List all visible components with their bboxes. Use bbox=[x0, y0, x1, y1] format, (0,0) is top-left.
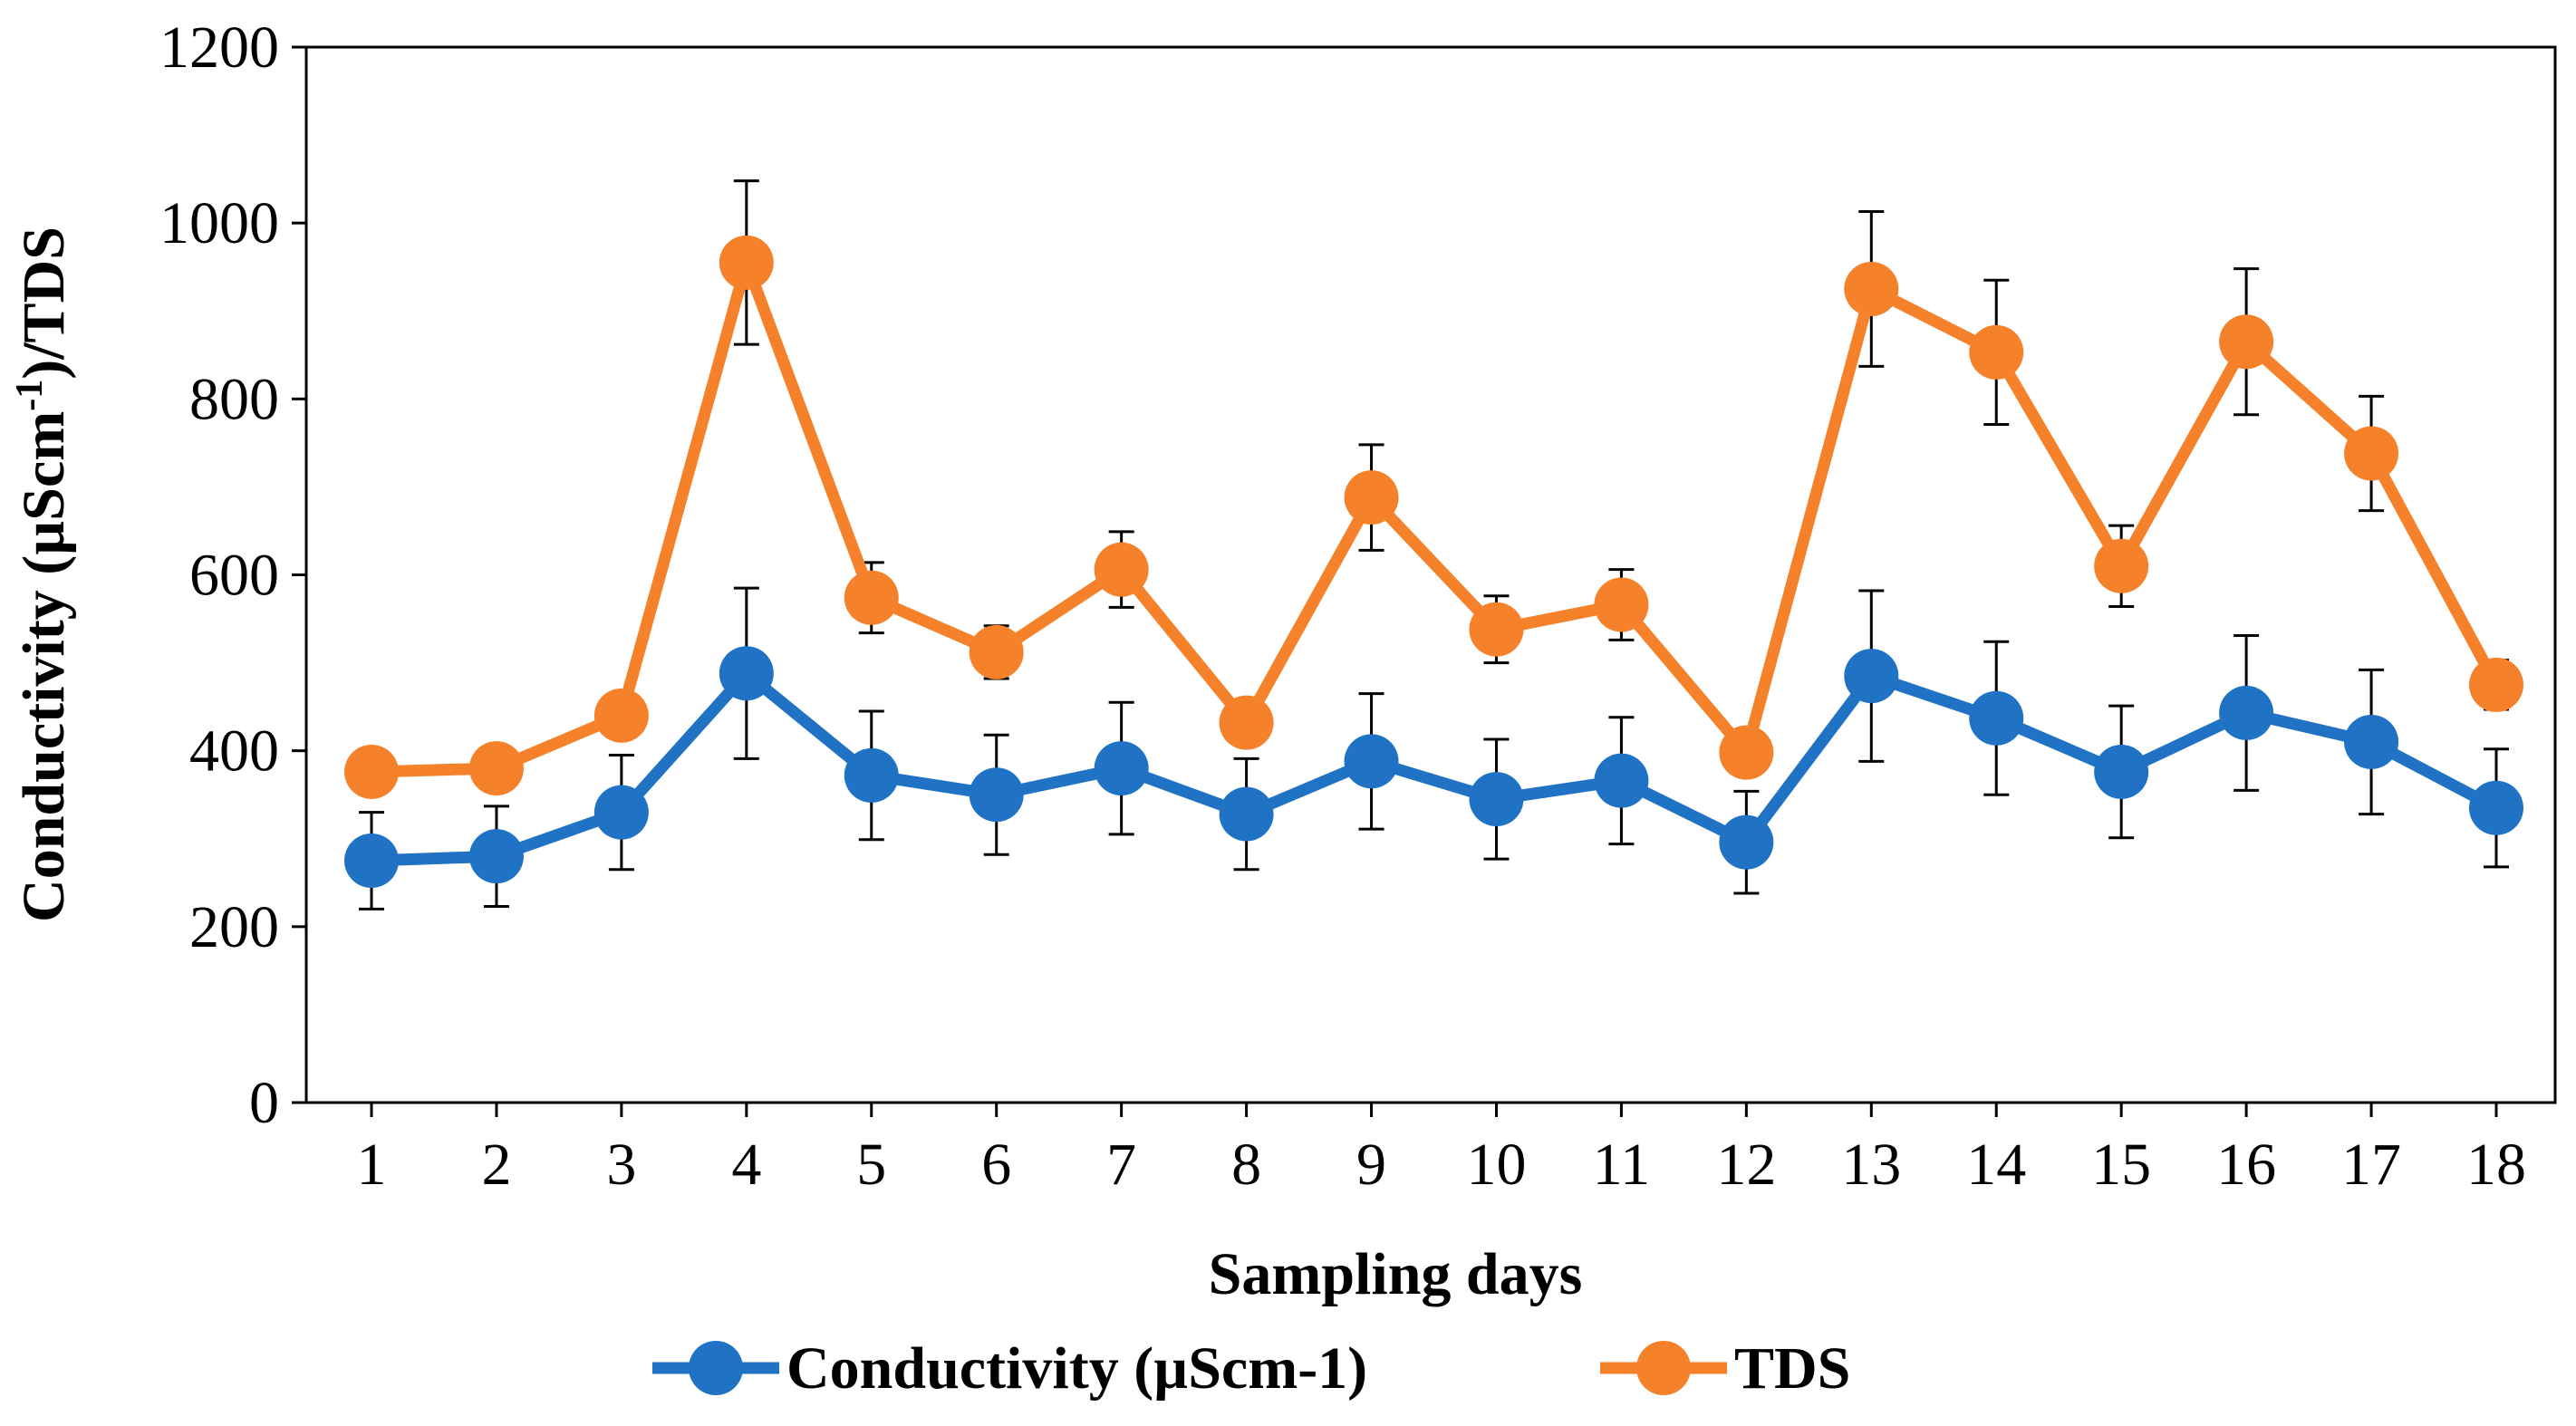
y-axis-title-superscript: -1 bbox=[9, 380, 51, 411]
point-tds-6 bbox=[969, 624, 1024, 679]
x-tick-label-15: 15 bbox=[2091, 1132, 2151, 1198]
legend-label-conductivity: Conductivity (µScm-1) bbox=[786, 1335, 1367, 1402]
y-tick-label-0: 0 bbox=[249, 1070, 279, 1136]
point-conductivity-1 bbox=[344, 833, 399, 889]
point-conductivity-12 bbox=[1719, 814, 1774, 870]
y-tick-label-400: 400 bbox=[189, 718, 279, 785]
x-tick-label-3: 3 bbox=[606, 1132, 636, 1198]
point-conductivity-5 bbox=[844, 747, 899, 803]
x-tick-label-16: 16 bbox=[2216, 1132, 2276, 1198]
y-axis-title: Conductivity (µScm-1)/TDS bbox=[9, 226, 77, 922]
y-axis-title-suffix: )/TDS bbox=[11, 226, 77, 380]
point-tds-4 bbox=[719, 235, 774, 290]
point-conductivity-17 bbox=[2344, 714, 2399, 769]
point-tds-3 bbox=[593, 688, 649, 743]
point-tds-12 bbox=[1719, 725, 1774, 780]
series-line-conductivity bbox=[371, 667, 2500, 867]
y-tick-label-200: 200 bbox=[189, 894, 279, 960]
x-tick-label-18: 18 bbox=[2466, 1132, 2526, 1198]
point-tds-8 bbox=[1219, 695, 1274, 750]
point-tds-13 bbox=[1844, 261, 1899, 316]
series-line-tds bbox=[371, 256, 2502, 778]
x-tick-label-12: 12 bbox=[1716, 1132, 1776, 1198]
legend-label-tds: TDS bbox=[1734, 1335, 1850, 1402]
point-tds-14 bbox=[1969, 324, 2024, 380]
point-conductivity-8 bbox=[1219, 786, 1274, 842]
y-tick-label-600: 600 bbox=[189, 543, 279, 609]
x-tick-label-5: 5 bbox=[856, 1132, 886, 1198]
point-tds-17 bbox=[2344, 426, 2399, 481]
legend-item-conductivity: Conductivity (µScm-1) bbox=[652, 1335, 1367, 1402]
point-tds-10 bbox=[1469, 602, 1524, 657]
x-axis-ticks: 1 2 3 4 5 6 7 8 9 10 11 12 13 14 15 16 17 18 bbox=[357, 1103, 2526, 1198]
point-tds-16 bbox=[2219, 314, 2274, 370]
point-tds-1 bbox=[344, 744, 399, 799]
x-tick-label-7: 7 bbox=[1106, 1132, 1136, 1198]
point-conductivity-2 bbox=[468, 829, 524, 884]
x-tick-label-10: 10 bbox=[1466, 1132, 1526, 1198]
point-conductivity-4 bbox=[719, 646, 774, 701]
point-conductivity-7 bbox=[1094, 741, 1149, 796]
point-conductivity-13 bbox=[1844, 649, 1899, 704]
point-conductivity-16 bbox=[2219, 685, 2274, 740]
legend-marker-conductivity bbox=[689, 1341, 743, 1395]
errorbar-layer bbox=[359, 179, 2509, 911]
point-tds-15 bbox=[2094, 538, 2149, 593]
y-axis-title-main: Conductivity (µScm bbox=[11, 411, 77, 922]
point-conductivity-10 bbox=[1469, 772, 1524, 827]
point-conductivity-6 bbox=[969, 767, 1024, 823]
plot-frame bbox=[304, 45, 2557, 1104]
x-tick-label-13: 13 bbox=[1841, 1132, 1901, 1198]
point-tds-18 bbox=[2469, 657, 2523, 712]
legend-item-tds: TDS bbox=[1600, 1335, 1850, 1402]
x-tick-label-6: 6 bbox=[981, 1132, 1011, 1198]
point-conductivity-3 bbox=[593, 785, 649, 840]
x-tick-label-1: 1 bbox=[357, 1132, 387, 1198]
y-tick-label-800: 800 bbox=[189, 366, 279, 432]
series-layer bbox=[344, 235, 2523, 889]
point-conductivity-9 bbox=[1344, 734, 1399, 789]
legend: Conductivity (µScm-1) TDS bbox=[652, 1335, 1850, 1402]
x-axis-title: Sampling days bbox=[1209, 1241, 1583, 1307]
x-tick-label-17: 17 bbox=[2341, 1132, 2401, 1198]
point-tds-9 bbox=[1344, 470, 1399, 525]
point-conductivity-18 bbox=[2469, 780, 2523, 835]
point-conductivity-15 bbox=[2094, 744, 2149, 799]
x-tick-label-9: 9 bbox=[1356, 1132, 1386, 1198]
x-tick-label-2: 2 bbox=[481, 1132, 511, 1198]
point-tds-7 bbox=[1094, 542, 1149, 597]
legend-marker-tds bbox=[1636, 1341, 1691, 1395]
point-conductivity-14 bbox=[1969, 690, 2024, 746]
x-tick-label-14: 14 bbox=[1966, 1132, 2026, 1198]
x-tick-label-4: 4 bbox=[731, 1132, 761, 1198]
point-tds-5 bbox=[844, 570, 899, 625]
y-tick-label-1000: 1000 bbox=[159, 190, 279, 256]
x-tick-label-8: 8 bbox=[1231, 1132, 1261, 1198]
point-tds-11 bbox=[1594, 577, 1649, 632]
x-tick-label-11: 11 bbox=[1593, 1132, 1651, 1198]
point-tds-2 bbox=[468, 741, 524, 796]
y-tick-label-1200: 1200 bbox=[159, 14, 279, 81]
point-conductivity-11 bbox=[1594, 753, 1649, 808]
y-axis-ticks: 0 200 400 600 800 1000 1200 bbox=[159, 14, 306, 1136]
